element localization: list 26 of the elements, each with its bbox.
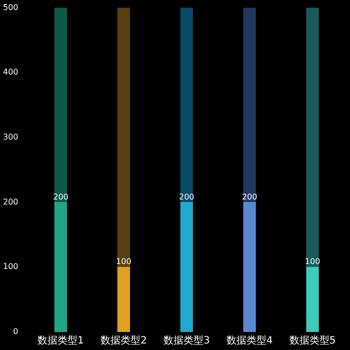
y-tick-label: 400 — [2, 68, 18, 77]
bar — [306, 8, 319, 268]
bar — [117, 266, 130, 332]
data-label: 100 — [116, 257, 132, 266]
bar — [180, 8, 193, 203]
y-tick-label: 100 — [2, 262, 18, 272]
bar — [306, 266, 319, 332]
x-tick-label: 数据类型4 — [226, 334, 273, 347]
bar — [243, 8, 256, 203]
x-tick-label: 数据类型1 — [38, 334, 84, 347]
bar — [54, 8, 68, 203]
x-tick-label: 数据类型5 — [289, 334, 336, 347]
data-label: 200 — [178, 192, 194, 202]
y-tick-label: 300 — [2, 132, 18, 142]
data-label: 200 — [242, 192, 258, 202]
bar — [243, 202, 256, 332]
x-tick-label: 数据类型3 — [163, 334, 210, 347]
bar — [180, 202, 193, 332]
data-label: 200 — [53, 192, 68, 202]
bar — [54, 202, 68, 332]
y-tick-label: 0 — [13, 327, 18, 336]
data-label: 100 — [304, 257, 320, 266]
x-tick-label: 数据类型2 — [100, 334, 147, 347]
y-tick-label: 200 — [2, 197, 18, 206]
bar — [117, 8, 130, 268]
y-tick-label: 500 — [2, 2, 18, 12]
